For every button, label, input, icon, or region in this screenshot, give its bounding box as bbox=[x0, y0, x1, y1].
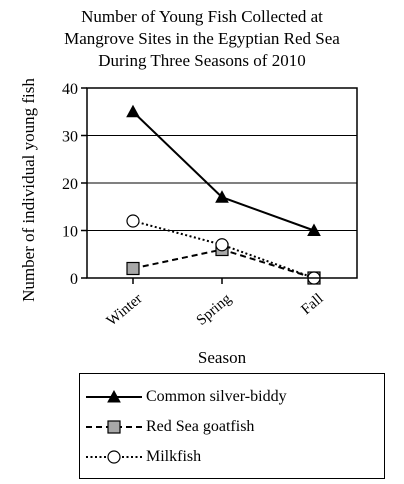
y-axis-ticks: 0 10 20 30 40 bbox=[62, 81, 87, 288]
data-point-common-silver-biddy bbox=[126, 104, 140, 118]
x-axis-label: Season bbox=[198, 348, 247, 367]
grid-lines bbox=[87, 135, 357, 231]
y-tick-label: 40 bbox=[62, 81, 78, 98]
x-tick-label: Fall bbox=[298, 291, 326, 318]
plot-area-frame bbox=[86, 87, 358, 279]
legend-item-milkfish: Milkfish bbox=[80, 442, 384, 472]
line-chart: 0 10 20 30 40 Winter Spring Fall Season Number… bbox=[19, 78, 358, 367]
y-tick-label: 10 bbox=[62, 224, 78, 241]
data-point-red-sea-goatfish bbox=[126, 261, 140, 276]
legend-item-common-silver-biddy: Common silver-biddy bbox=[80, 382, 384, 412]
legend-label: Common silver-biddy bbox=[146, 388, 287, 405]
data-point-common-silver-biddy bbox=[307, 223, 321, 236]
legend-label: Red Sea goatfish bbox=[146, 418, 255, 435]
y-axis-label: Number of individual young fish bbox=[19, 78, 38, 302]
x-tick-label: Winter bbox=[104, 291, 146, 330]
series-line-common-silver-biddy bbox=[132, 111, 315, 232]
data-point-milkfish bbox=[215, 238, 229, 252]
legend: Common silver-biddy Red Sea goatfish Mil… bbox=[79, 373, 385, 479]
legend-swatch-dashed-square bbox=[86, 420, 142, 434]
chart-title-line-1: Number of Young Fish Collected at bbox=[81, 7, 323, 26]
y-tick-label: 0 bbox=[70, 271, 78, 288]
y-tick-label: 20 bbox=[62, 176, 78, 193]
data-point-milkfish bbox=[126, 214, 140, 228]
y-tick-label: 30 bbox=[62, 129, 78, 146]
legend-swatch-dotted-circle bbox=[86, 450, 142, 464]
data-point-common-silver-biddy bbox=[215, 190, 229, 203]
chart-title-line-2: Mangrove Sites in the Egyptian Red Sea bbox=[64, 29, 340, 48]
chart-title-line-3: During Three Seasons of 2010 bbox=[98, 51, 306, 70]
legend-swatch-solid-triangle bbox=[86, 389, 142, 403]
x-axis-ticks: Winter Spring Fall bbox=[104, 278, 327, 329]
legend-label: Milkfish bbox=[146, 448, 202, 465]
x-tick-label: Spring bbox=[194, 290, 235, 328]
legend-item-red-sea-goatfish: Red Sea goatfish bbox=[80, 412, 384, 442]
